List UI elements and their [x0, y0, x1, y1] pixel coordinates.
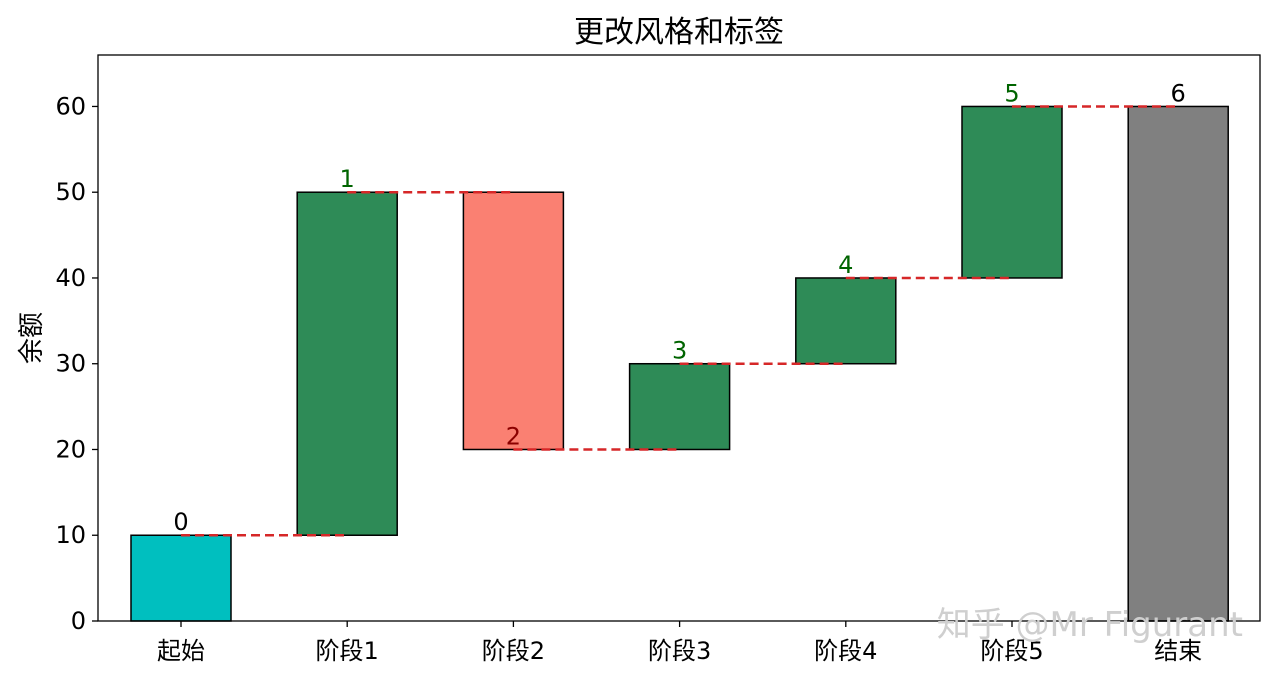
bar-1 [296, 191, 398, 536]
data-label-5: 5 [1004, 79, 1019, 107]
y-tick-label-4: 40 [55, 264, 86, 292]
watermark-text: 知乎 @Mr Figurant [937, 605, 1243, 645]
data-label-6: 6 [1171, 79, 1186, 107]
x-tick-label-2: 阶段2 [482, 637, 545, 665]
chart-title: 更改风格和标签 [574, 15, 784, 50]
y-tick-label-5: 50 [55, 178, 86, 206]
x-tick-label-6: 结束 [1154, 637, 1202, 665]
x-tick-label-5: 阶段5 [980, 637, 1043, 665]
y-tick-label-2: 20 [55, 435, 86, 463]
x-tick-label-3: 阶段3 [648, 637, 711, 665]
y-tick-label-1: 10 [55, 521, 86, 549]
bar-5 [961, 105, 1063, 279]
data-label-4: 4 [838, 251, 853, 279]
y-axis-label: 余额 [17, 312, 47, 364]
data-label-1: 1 [340, 165, 355, 193]
y-axis: 0 10 20 30 40 50 60 [55, 92, 98, 635]
data-label-2: 2 [506, 422, 521, 450]
bar-2 [462, 191, 565, 451]
x-tick-label-4: 阶段4 [814, 637, 877, 665]
data-label-0: 0 [173, 508, 188, 536]
bars-group [130, 105, 1229, 622]
data-label-3: 3 [672, 337, 687, 365]
bar-6 [1127, 105, 1229, 622]
x-tick-label-1: 阶段1 [316, 637, 379, 665]
y-tick-label-6: 60 [55, 92, 86, 120]
bar-3 [628, 362, 731, 451]
x-axis: 起始 阶段1 阶段2 阶段3 阶段4 阶段5 结束 [157, 621, 1202, 665]
data-labels: 0 1 2 3 4 5 6 [173, 79, 1185, 536]
y-tick-label-3: 30 [55, 350, 86, 378]
y-tick-label-0: 0 [71, 607, 86, 635]
x-tick-label-0: 起始 [157, 637, 205, 665]
bar-0 [130, 534, 232, 622]
bar-4 [795, 277, 897, 365]
